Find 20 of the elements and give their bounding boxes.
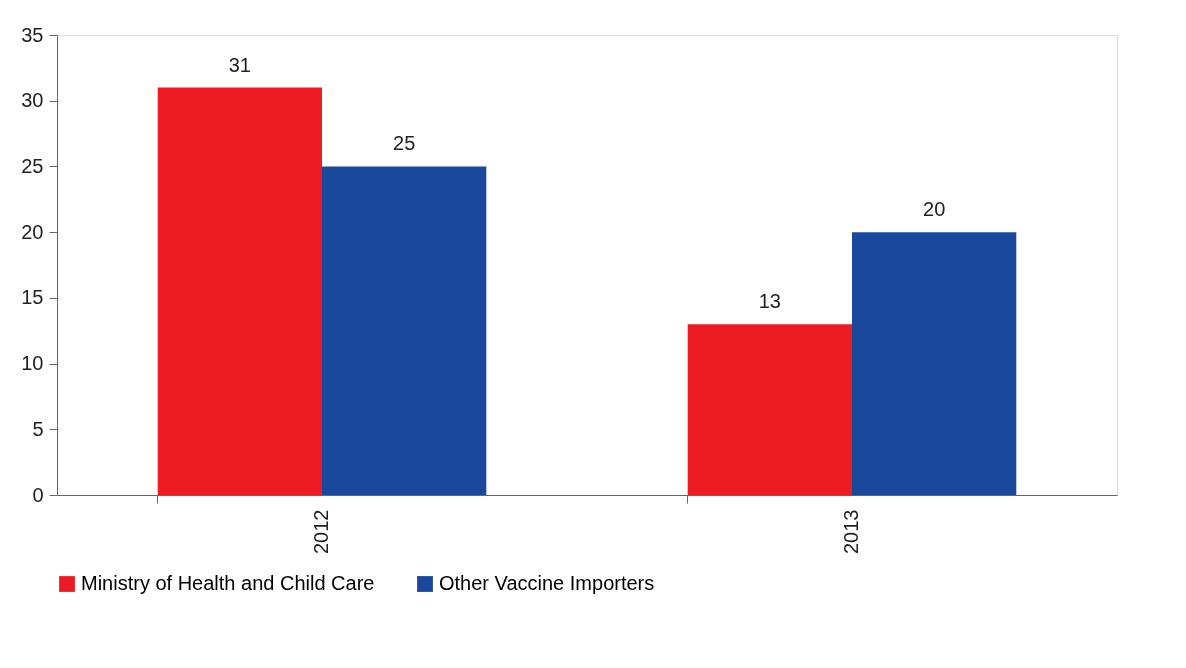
bar [157, 87, 322, 495]
data-label: 13 [758, 290, 781, 313]
legend-label: Ministry of Health and Child Care [81, 572, 375, 594]
bar [322, 166, 487, 495]
data-label: 31 [228, 53, 251, 76]
data-label: 25 [393, 132, 416, 155]
y-tick-label: 30 [21, 89, 44, 112]
x-tick-label: 2013 [840, 509, 862, 554]
y-tick-label: 10 [21, 352, 44, 375]
x-tick-label: 2012 [310, 509, 332, 554]
legend-label: Other Vaccine Importers [439, 572, 655, 594]
y-tick-label: 5 [32, 417, 44, 440]
y-tick-label: 35 [21, 23, 44, 46]
y-tick-label: 20 [21, 220, 44, 243]
y-tick-label: 0 [32, 483, 44, 506]
y-tick-label: 25 [21, 154, 44, 177]
y-tick-label: 15 [21, 286, 44, 309]
bar [687, 324, 852, 495]
bar [852, 232, 1017, 495]
data-label: 20 [923, 198, 946, 221]
